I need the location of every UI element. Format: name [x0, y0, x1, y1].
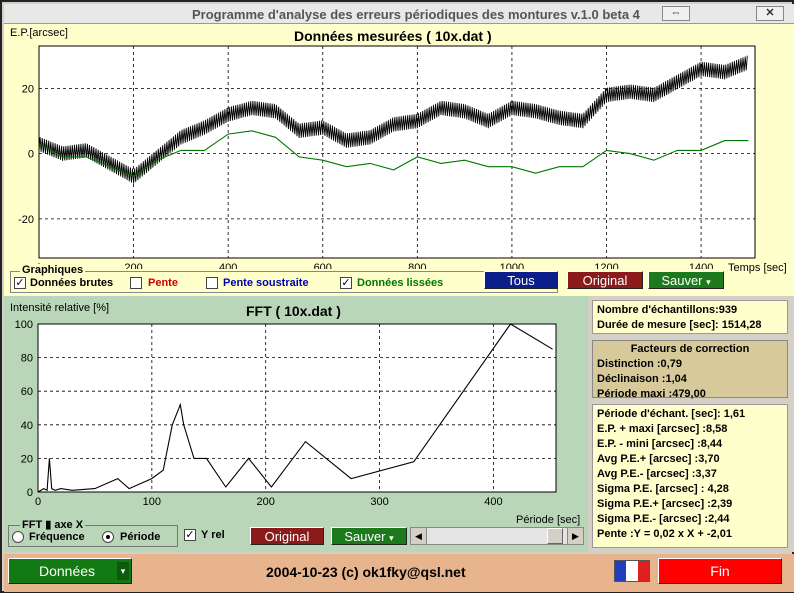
- x-tick-label: 800: [408, 262, 426, 269]
- sauver-button[interactable]: Sauver ▾: [648, 271, 724, 289]
- fft-title: FFT ( 10x.dat ): [246, 303, 341, 319]
- pente-label: Pente: [148, 277, 178, 289]
- yrel-label: Y rel: [201, 529, 225, 541]
- x-tick-label: 0: [35, 496, 41, 508]
- y-tick-label: 0: [27, 487, 33, 499]
- summary-box: Nombre d'échantillons:939 Durée de mesur…: [592, 300, 788, 334]
- copyright-text: 2004-10-23 (c) ok1fky@qsl.net: [266, 564, 466, 580]
- y-tick-label: 20: [22, 83, 34, 95]
- yrel-checkbox[interactable]: ✓: [184, 529, 196, 541]
- chevron-down-icon[interactable]: ▾: [117, 562, 129, 580]
- stat-periode-echant: Période d'échant. [sec]: 1,61: [597, 408, 746, 420]
- stat-ep-maxi: E.P. + maxi [arcsec] :8,58: [597, 423, 728, 435]
- declinaison-value: Déclinaison :1,04: [597, 373, 687, 385]
- top-chart-ylabel: E.P.[arcsec]: [10, 27, 68, 39]
- correction-box: Facteurs de correction Distinction :0,79…: [592, 340, 788, 400]
- stat-sigma-pe-plus: Sigma P.E.+ [arcsec] :2,39: [597, 498, 733, 510]
- periode-maxi-value: Période maxi :479,00: [597, 388, 706, 400]
- fft-ylabel: Intensité relative [%]: [10, 302, 110, 314]
- x-tick-label: 1400: [689, 262, 713, 269]
- y-tick-label: 80: [21, 353, 33, 365]
- donnees-lissees-checkbox[interactable]: ✓: [340, 277, 352, 289]
- donnees-lissees-label: Données lissées: [357, 277, 444, 289]
- donnees-label: Données: [39, 563, 96, 579]
- fft-original-button[interactable]: Original: [250, 527, 324, 545]
- fft-axe-group: [8, 525, 178, 547]
- correction-title: Facteurs de correction: [630, 343, 750, 355]
- donnees-button[interactable]: Données ▾: [8, 558, 132, 584]
- measure-duration: Durée de mesure [sec]: 1514,28: [597, 319, 762, 331]
- stat-sigma-pe-minus: Sigma P.E.- [arcsec] :2,44: [597, 513, 730, 525]
- series-line-0: [37, 323, 553, 493]
- title-bar: Programme d'analyse des erreurs périodiq…: [4, 4, 794, 24]
- plot-area: [38, 45, 756, 259]
- measured-data-chart: 0200400600800100012001400200-20: [18, 45, 756, 269]
- chevron-down-icon: ▾: [389, 533, 394, 543]
- status-bar: Données ▾ 2004-10-23 (c) ok1fky@qsl.net …: [4, 554, 794, 592]
- sauver-label: Sauver: [661, 273, 703, 288]
- top-chart-title: Données mesurées ( 10x.dat ): [294, 28, 492, 44]
- scroll-right-icon[interactable]: ▶: [567, 528, 583, 544]
- france-flag-icon[interactable]: [614, 560, 650, 582]
- y-tick-label: -20: [18, 214, 34, 226]
- y-tick-label: 20: [21, 453, 33, 465]
- stat-pente: Pente :Y = 0,02 x X + -2,01: [597, 528, 732, 540]
- pente-soustraite-label: Pente soustraite: [223, 277, 309, 289]
- y-tick-label: 40: [21, 420, 33, 432]
- tous-button[interactable]: Tous: [484, 271, 558, 289]
- chevron-down-icon: ▾: [706, 277, 711, 287]
- series-line-0: [38, 55, 748, 184]
- fft-panel: Intensité relative [%] FFT ( 10x.dat ) P…: [4, 296, 588, 552]
- periode-label: Période: [120, 531, 161, 543]
- original-button[interactable]: Original: [567, 271, 643, 289]
- scroll-thumb[interactable]: [547, 528, 563, 544]
- fft-sauver-button[interactable]: Sauver ▾: [331, 527, 407, 545]
- x-tick-label: 200: [124, 262, 142, 269]
- fft-xlabel: Période [sec]: [516, 514, 581, 526]
- window-title: Programme d'analyse des erreurs périodiq…: [192, 7, 640, 22]
- scroll-left-icon[interactable]: ◀: [411, 528, 427, 544]
- x-tick-label: 200: [257, 496, 275, 508]
- x-tick-label: 1200: [594, 262, 618, 269]
- stat-ep-mini: E.P. - mini [arcsec] :8,44: [597, 438, 723, 450]
- x-tick-label: 400: [219, 262, 237, 269]
- info-panel: Nombre d'échantillons:939 Durée de mesur…: [588, 296, 794, 552]
- y-tick-label: 60: [21, 386, 33, 398]
- fft-sauver-label: Sauver: [344, 529, 386, 544]
- graphiques-title: Graphiques: [20, 264, 86, 276]
- donnees-brutes-label: Données brutes: [30, 277, 114, 289]
- x-tick-label: 300: [370, 496, 388, 508]
- fin-button[interactable]: Fin: [658, 558, 782, 584]
- fft-scrollbar[interactable]: ◀ ▶: [410, 527, 584, 545]
- frequence-label: Fréquence: [29, 531, 85, 543]
- periode-radio[interactable]: [102, 531, 114, 543]
- stat-avg-pe-plus: Avg P.E.+ [arcsec] :3,70: [597, 453, 720, 465]
- distinction-value: Distinction :0,79: [597, 358, 682, 370]
- stat-avg-pe-minus: Avg P.E.- [arcsec] :3,37: [597, 468, 717, 480]
- fft-axe-title: FFT ▮ axe X: [20, 518, 86, 531]
- pente-soustraite-checkbox[interactable]: [206, 277, 218, 289]
- x-tick-label: 1000: [500, 262, 524, 269]
- donnees-brutes-checkbox[interactable]: ✓: [14, 277, 26, 289]
- x-tick-label: 100: [143, 496, 161, 508]
- stats-box: Période d'échant. [sec]: 1,61 E.P. + max…: [592, 404, 788, 548]
- samples-count: Nombre d'échantillons:939: [597, 304, 738, 316]
- x-tick-label: 600: [314, 262, 332, 269]
- y-tick-label: 0: [28, 149, 34, 161]
- restore-icon[interactable]: ⇔: [662, 6, 690, 21]
- top-chart-xlabel: Temps [sec]: [728, 262, 787, 274]
- pente-checkbox[interactable]: [130, 277, 142, 289]
- stat-sigma-pe: Sigma P.E. [arcsec] : 4,28: [597, 483, 729, 495]
- close-icon[interactable]: ✕: [756, 6, 784, 21]
- x-tick-label: 400: [484, 496, 502, 508]
- measured-data-panel: E.P.[arcsec] Données mesurées ( 10x.dat …: [4, 24, 794, 296]
- plot-area: [37, 323, 557, 493]
- y-tick-label: 100: [15, 319, 33, 331]
- series-line-1: [38, 130, 749, 178]
- frequence-radio[interactable]: [12, 531, 24, 543]
